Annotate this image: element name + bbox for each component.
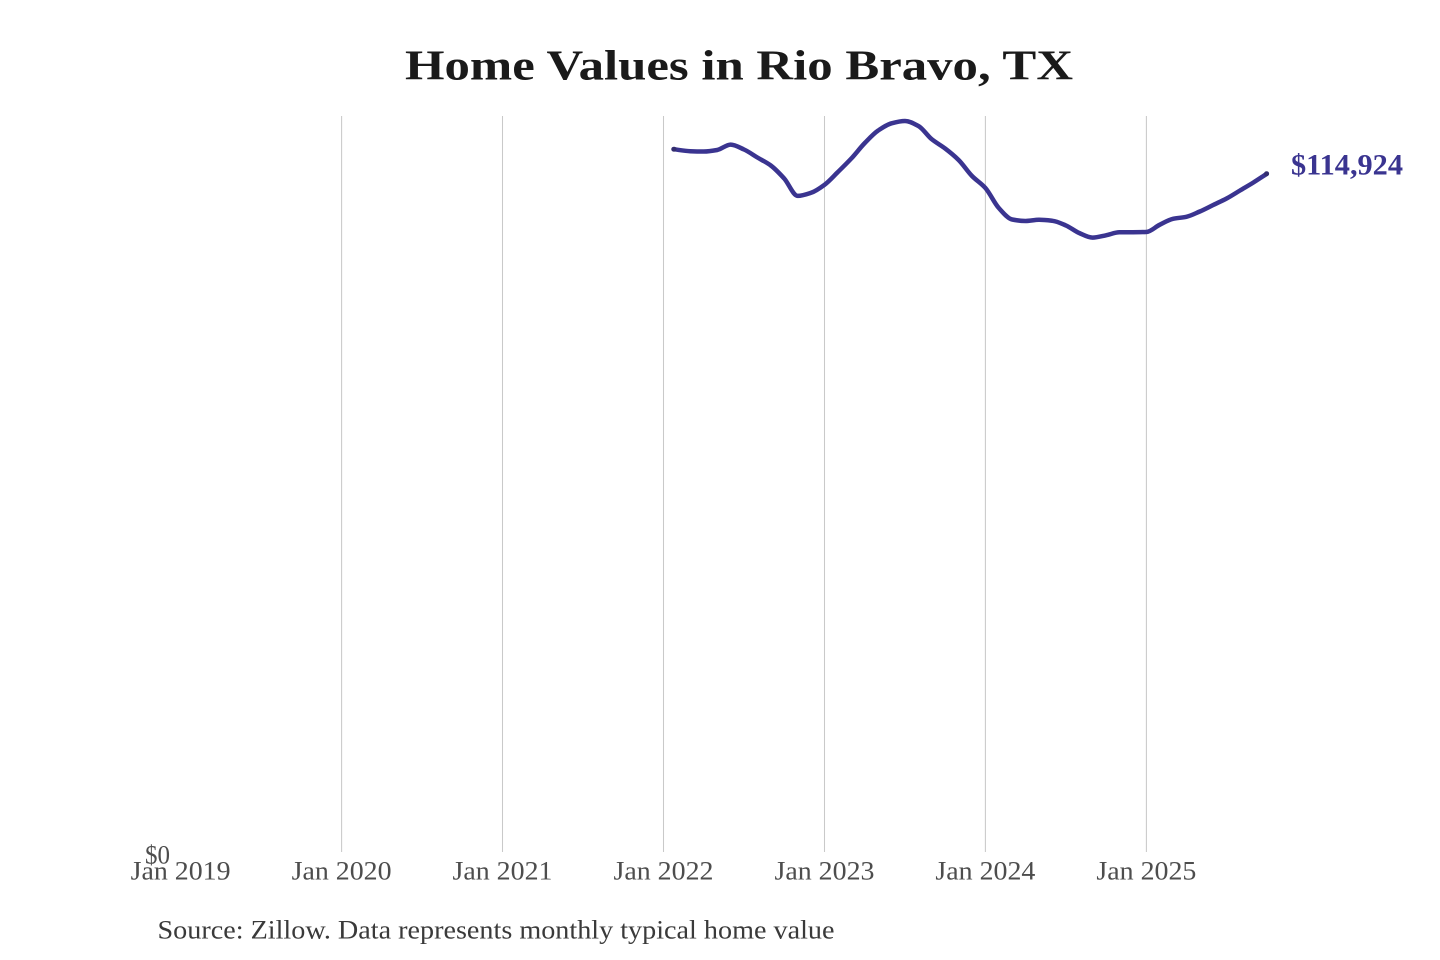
svg-text:Jan 2024: Jan 2024 <box>935 857 1035 886</box>
svg-text:Jan 2023: Jan 2023 <box>775 857 875 886</box>
svg-text:Jan 2019: Jan 2019 <box>131 857 231 886</box>
svg-text:Jan 2021: Jan 2021 <box>453 857 553 886</box>
svg-text:Source: Zillow. Data represent: Source: Zillow. Data represents monthly … <box>158 916 835 945</box>
svg-text:Jan 2022: Jan 2022 <box>614 857 714 886</box>
svg-text:Jan 2020: Jan 2020 <box>292 857 392 886</box>
svg-text:Jan 2025: Jan 2025 <box>1096 857 1196 886</box>
svg-text:Home Values in Rio Bravo, TX: Home Values in Rio Bravo, TX <box>405 44 1073 90</box>
svg-text:$0: $0 <box>145 841 170 870</box>
svg-text:$114,924: $114,924 <box>1291 148 1403 181</box>
